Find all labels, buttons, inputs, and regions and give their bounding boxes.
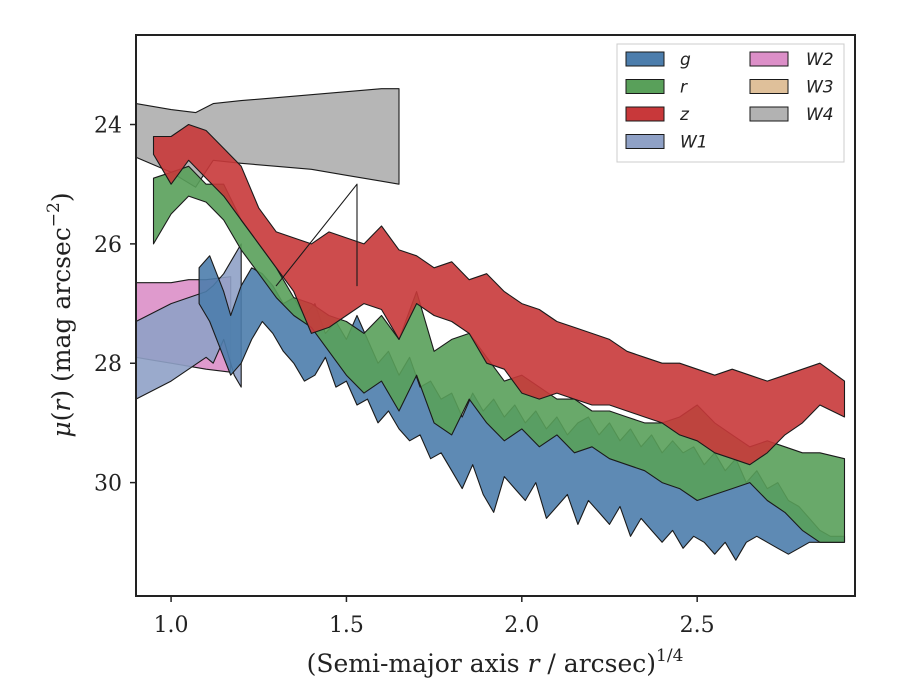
legend-swatch-w3 <box>749 79 789 94</box>
x-tick-label: 2.0 <box>504 613 539 638</box>
legend-label-r: r <box>680 78 688 98</box>
y-tick-label: 28 <box>94 352 122 377</box>
band-r <box>152 165 846 543</box>
x-tick-label: 1.5 <box>329 613 364 638</box>
x-axis-label: (Semi-major axis r / arcsec)1/4 <box>307 646 684 678</box>
y-axis-label: μ(r) (mag arcsec−2) <box>44 192 76 437</box>
legend-swatch-g <box>625 51 665 67</box>
legend-label-w3: W3 <box>806 78 834 98</box>
legend-swatch-w1 <box>625 134 665 149</box>
legend-label-w1: W1 <box>680 133 708 153</box>
y-tick-label: 24 <box>94 114 122 139</box>
legend-swatch-z <box>625 106 665 122</box>
band-z <box>152 123 846 466</box>
series-layer <box>136 88 846 561</box>
legend-swatch-w4 <box>749 106 789 122</box>
legend: grz W1 W2 W3 W4 <box>616 43 845 163</box>
legend-label-z: z <box>679 105 690 125</box>
legend-swatch-w2 <box>749 51 789 67</box>
ticks-layer: 1.0 1.5 2.0 2.5 24 26 28 30 <box>94 114 715 638</box>
legend-label-w4: W4 <box>806 105 834 125</box>
band-w3 <box>275 183 358 287</box>
legend-label-g: g <box>680 50 691 70</box>
plot-frame <box>135 34 856 597</box>
legend-swatch-r <box>625 79 665 94</box>
y-tick-label: 26 <box>94 233 122 258</box>
x-tick-label: 2.5 <box>680 613 715 638</box>
y-tick-label: 30 <box>94 472 122 497</box>
x-tick-label: 1.0 <box>154 613 189 638</box>
legend-label-w2: W2 <box>806 50 834 70</box>
